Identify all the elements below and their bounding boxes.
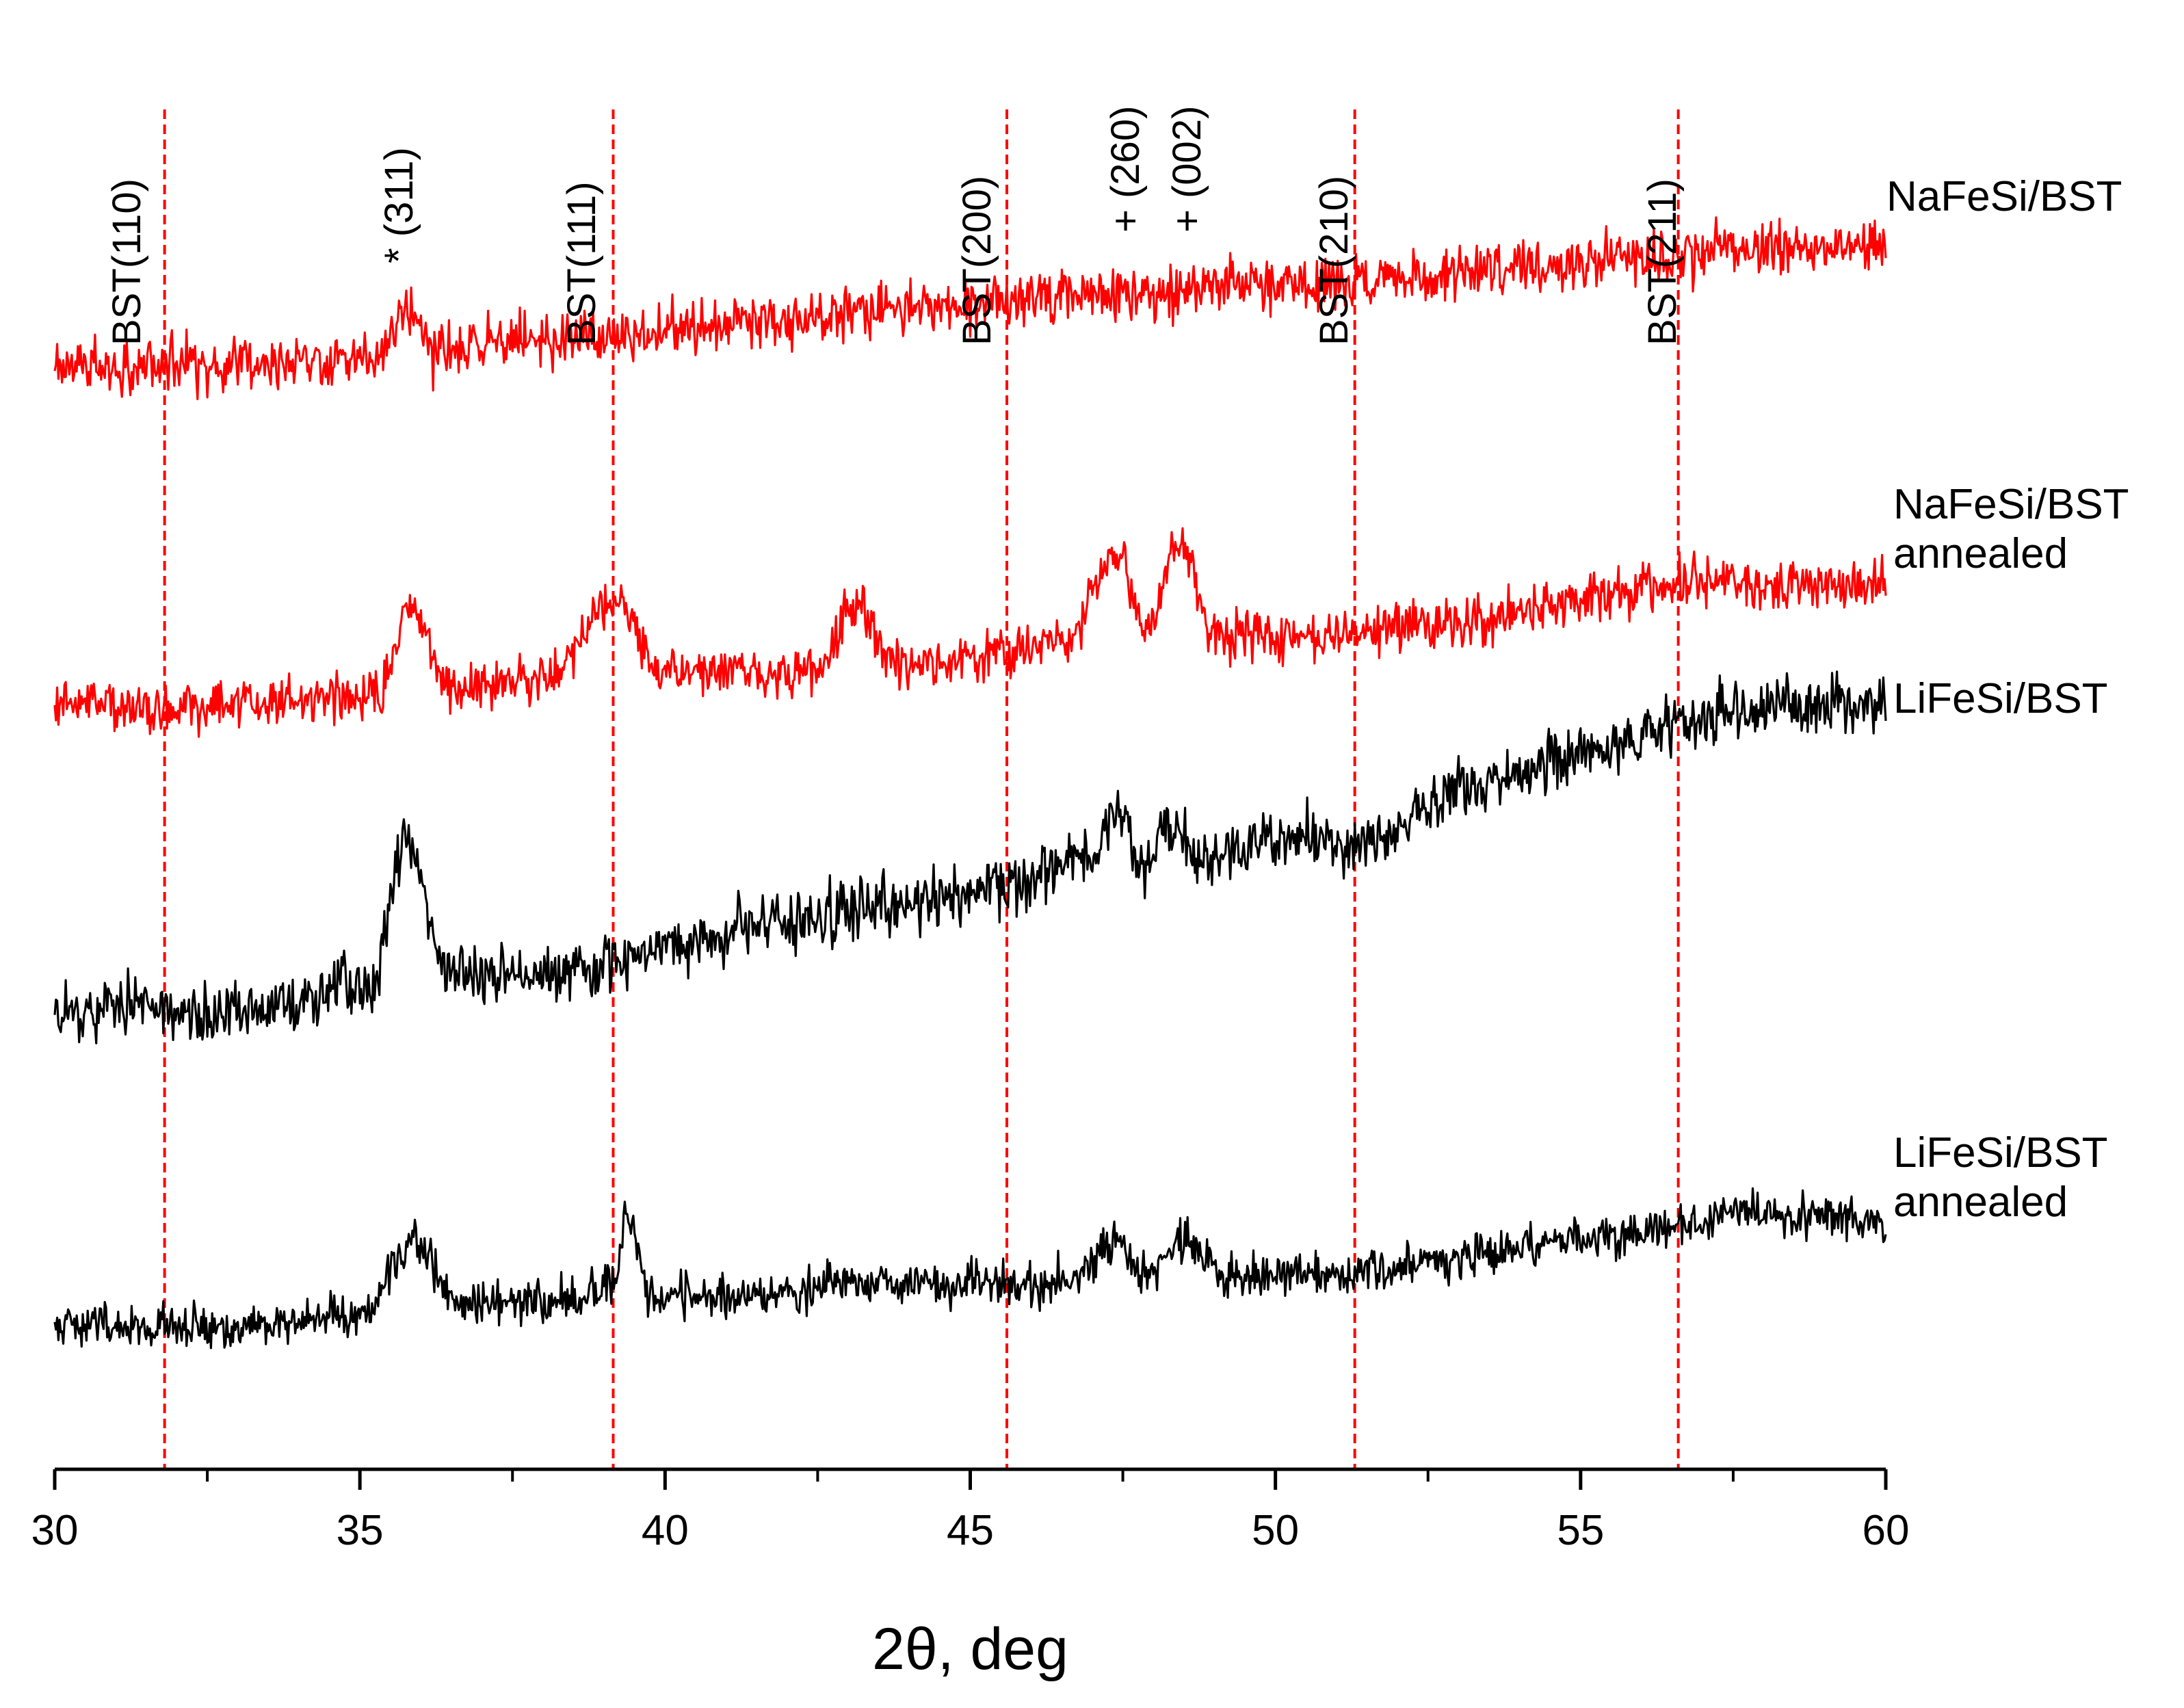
series-label: LiFeSi/BST [1893, 675, 2108, 722]
x-tick-label: 30 [31, 1507, 79, 1554]
series-line [53, 527, 1887, 738]
x-tick-label: 60 [1863, 1507, 1910, 1554]
x-tick-label: 45 [947, 1507, 994, 1554]
phase-peak-label: + (260) [1103, 106, 1148, 233]
reference-labels: BST(110) BST(111) BST(200) BST(210) BST(211) [105, 176, 1685, 345]
x-tick-label: 40 [642, 1507, 689, 1554]
series-line [53, 670, 1887, 1044]
x-tick-label: 50 [1252, 1507, 1299, 1554]
reference-line-label: BST(110) [105, 179, 149, 345]
series-labels: NaFeSi/BSTNaFeSi/BSTannealedLiFeSi/BSTLi… [1886, 173, 2129, 1226]
x-axis: 30 35 40 45 50 55 60 [31, 1467, 1910, 1554]
x-tick-label: 55 [1557, 1507, 1604, 1554]
reference-line-label: BST(111) [560, 181, 604, 345]
series-label: LiFeSi/BST [1893, 1129, 2108, 1177]
series-label: annealed [1893, 530, 2068, 577]
series-label: NaFeSi/BST [1886, 173, 2122, 220]
series-label: annealed [1893, 1179, 2068, 1226]
reference-line-label: BST(211) [1640, 179, 1685, 345]
reference-line-label: BST(200) [955, 176, 999, 345]
x-tick-label: 35 [337, 1507, 384, 1554]
phase-peak-label: * (311) [377, 147, 421, 263]
reference-line-label: BST(210) [1312, 176, 1356, 345]
phase-peak-label: + (002) [1165, 106, 1209, 233]
x-axis-title: 2θ, deg [872, 1616, 1068, 1682]
series-layer [53, 216, 1887, 1350]
x-axis-ticks: 30 35 40 45 50 55 60 [31, 1469, 1910, 1554]
series-line [53, 1187, 1887, 1350]
series-label: NaFeSi/BST [1893, 481, 2129, 528]
peak-labels: * (311) + (260) + (002) [377, 106, 1209, 263]
series-line [53, 216, 1887, 401]
